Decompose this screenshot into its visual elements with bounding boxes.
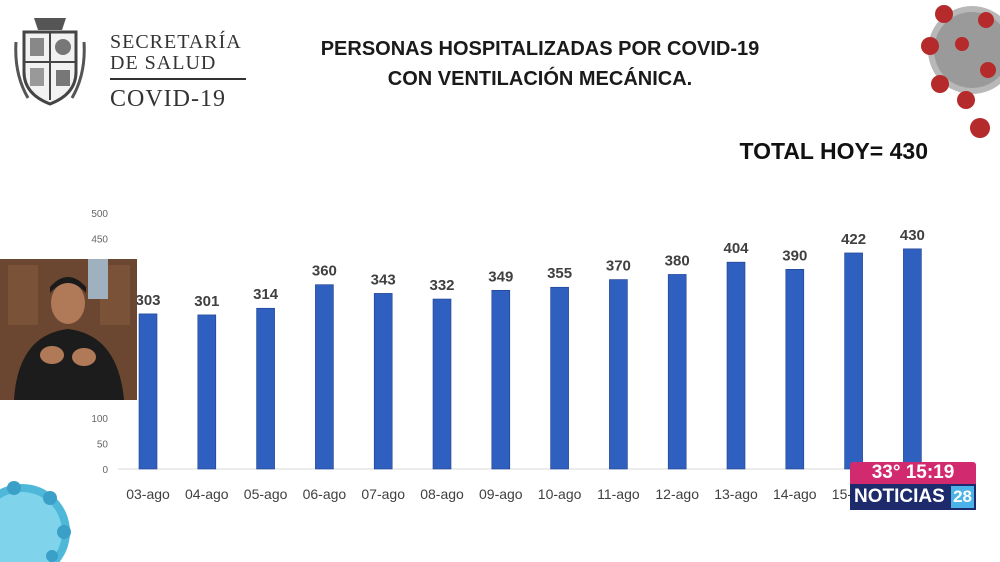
bar xyxy=(138,313,158,470)
y-tick-label: 500 xyxy=(91,209,108,220)
chart-title-line1: PERSONAS HOSPITALIZADAS POR COVID-19 xyxy=(320,38,760,60)
x-tick-label: 08-ago xyxy=(420,486,464,502)
chart-title-line2: CON VENTILACIÓN MECÁNICA. xyxy=(387,68,693,90)
total-today-label: TOTAL HOY= 430 xyxy=(739,138,928,164)
x-tick-label: 06-ago xyxy=(303,486,347,502)
bar-value-label: 360 xyxy=(312,263,337,280)
chart-title: PERSONAS HOSPITALIZADAS POR COVID-19 CON… xyxy=(250,34,830,94)
bar xyxy=(256,307,275,470)
bar-value-label: 355 xyxy=(547,265,572,282)
bar-value-label: 370 xyxy=(606,258,631,275)
channel-name-label: NOTICIAS xyxy=(854,486,945,507)
bar xyxy=(667,274,687,470)
x-tick-label: 10-ago xyxy=(538,486,582,502)
x-tick-label: 05-ago xyxy=(244,486,288,502)
bar xyxy=(844,252,863,470)
bar-value-label: 303 xyxy=(135,292,160,309)
x-tick-label: 07-ago xyxy=(361,486,405,502)
bar xyxy=(785,269,805,470)
y-tick-label: 450 xyxy=(91,235,108,246)
noticias-28-broadcast-badge: 33° 15:19 NOTICIAS 28 xyxy=(850,462,976,512)
bar xyxy=(550,286,569,470)
bar-value-label: 332 xyxy=(429,277,454,294)
bar-value-label: 314 xyxy=(253,286,279,303)
coronavirus-decoration-top-right xyxy=(921,5,1000,138)
logo-text-covid: COVID-19 xyxy=(110,86,226,112)
bar-value-label: 349 xyxy=(488,268,513,285)
bar-value-label: 301 xyxy=(194,293,219,310)
x-tick-label: 13-ago xyxy=(714,486,758,502)
logo-text-secretaria: SECRETARÍA xyxy=(110,31,242,53)
bar-value-label: 422 xyxy=(841,231,866,248)
coronavirus-decoration-bottom-left xyxy=(0,481,71,562)
bar xyxy=(609,279,628,470)
bar-value-label: 343 xyxy=(371,271,396,288)
channel-number-label: 28 xyxy=(951,486,974,508)
bar-value-label: 380 xyxy=(665,252,690,269)
bar-chart: 05010015020025030035040045050030303-ago3… xyxy=(91,209,940,502)
bar xyxy=(726,261,746,470)
bar xyxy=(491,290,511,470)
y-tick-label: 50 xyxy=(97,439,109,450)
bar xyxy=(432,298,452,470)
x-tick-label: 11-ago xyxy=(597,486,640,502)
sign-language-interpreter-video xyxy=(0,259,137,400)
bar xyxy=(373,293,393,470)
weather-time-label: 33° 15:19 xyxy=(850,462,976,484)
state-coat-of-arms-icon xyxy=(14,18,86,106)
secretaria-de-salud-logo: SECRETARÍA DE SALUD COVID-19 xyxy=(14,14,246,112)
x-tick-label: 03-ago xyxy=(126,486,170,502)
bar-value-label: 404 xyxy=(723,240,749,257)
logo-divider xyxy=(110,78,246,80)
x-tick-label: 04-ago xyxy=(185,486,229,502)
bar xyxy=(315,284,334,470)
y-tick-label: 100 xyxy=(91,414,108,425)
bar-value-label: 390 xyxy=(782,247,807,264)
y-tick-label: 0 xyxy=(102,465,108,476)
x-tick-label: 14-ago xyxy=(773,486,817,502)
x-tick-label: 09-ago xyxy=(479,486,523,502)
logo-text-de-salud: DE SALUD xyxy=(110,52,217,74)
bar xyxy=(903,248,922,470)
x-tick-label: 12-ago xyxy=(655,486,699,502)
bar xyxy=(197,314,217,470)
bar-value-label: 430 xyxy=(900,227,925,244)
